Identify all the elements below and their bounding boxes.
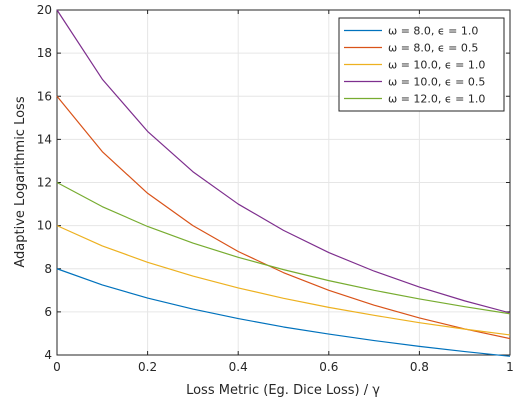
y-axis-label: Adaptive Logarithmic Loss bbox=[13, 96, 28, 267]
legend-label: ω = 10.0, ϵ = 1.0 bbox=[388, 59, 485, 72]
series-line bbox=[56, 225, 511, 336]
y-tick-label: 14 bbox=[37, 132, 52, 146]
y-tick-label: 6 bbox=[44, 305, 52, 319]
y-tick-label: 20 bbox=[37, 3, 52, 17]
y-tick-label: 8 bbox=[44, 262, 52, 276]
legend: ω = 8.0, ϵ = 1.0 ω = 8.0, ϵ = 0.5 ω = 10.0… bbox=[338, 17, 505, 112]
legend-label: ω = 8.0, ϵ = 0.5 bbox=[388, 42, 478, 55]
y-tick-label: 16 bbox=[37, 89, 52, 103]
y-tick-label: 4 bbox=[44, 348, 52, 362]
y-tick-label: 18 bbox=[37, 46, 52, 60]
x-tick-label: 1 bbox=[506, 360, 514, 374]
series-line bbox=[56, 95, 511, 340]
y-tick-label: 10 bbox=[37, 219, 52, 233]
series-line bbox=[56, 9, 511, 314]
series-line bbox=[56, 181, 511, 315]
legend-label: ω = 8.0, ϵ = 1.0 bbox=[388, 25, 478, 38]
series-lines bbox=[56, 9, 511, 357]
x-axis-label: Loss Metric (Eg. Dice Loss) / γ bbox=[186, 383, 380, 398]
x-tick-label: 0.2 bbox=[138, 360, 157, 374]
y-tick-label: 12 bbox=[37, 176, 52, 190]
y-axis-tick-labels: 4 6 8 10 12 14 16 18 20 bbox=[37, 3, 52, 362]
x-tick-label: 0 bbox=[53, 360, 61, 374]
x-axis-tick-labels: 0 0.2 0.4 0.6 0.8 1 bbox=[53, 360, 514, 374]
x-tick-label: 0.8 bbox=[410, 360, 429, 374]
series-line bbox=[56, 268, 511, 357]
legend-label: ω = 10.0, ϵ = 0.5 bbox=[388, 76, 485, 89]
x-tick-label: 0.6 bbox=[319, 360, 338, 374]
x-tick-label: 0.4 bbox=[229, 360, 248, 374]
legend-label: ω = 12.0, ϵ = 1.0 bbox=[388, 93, 485, 106]
